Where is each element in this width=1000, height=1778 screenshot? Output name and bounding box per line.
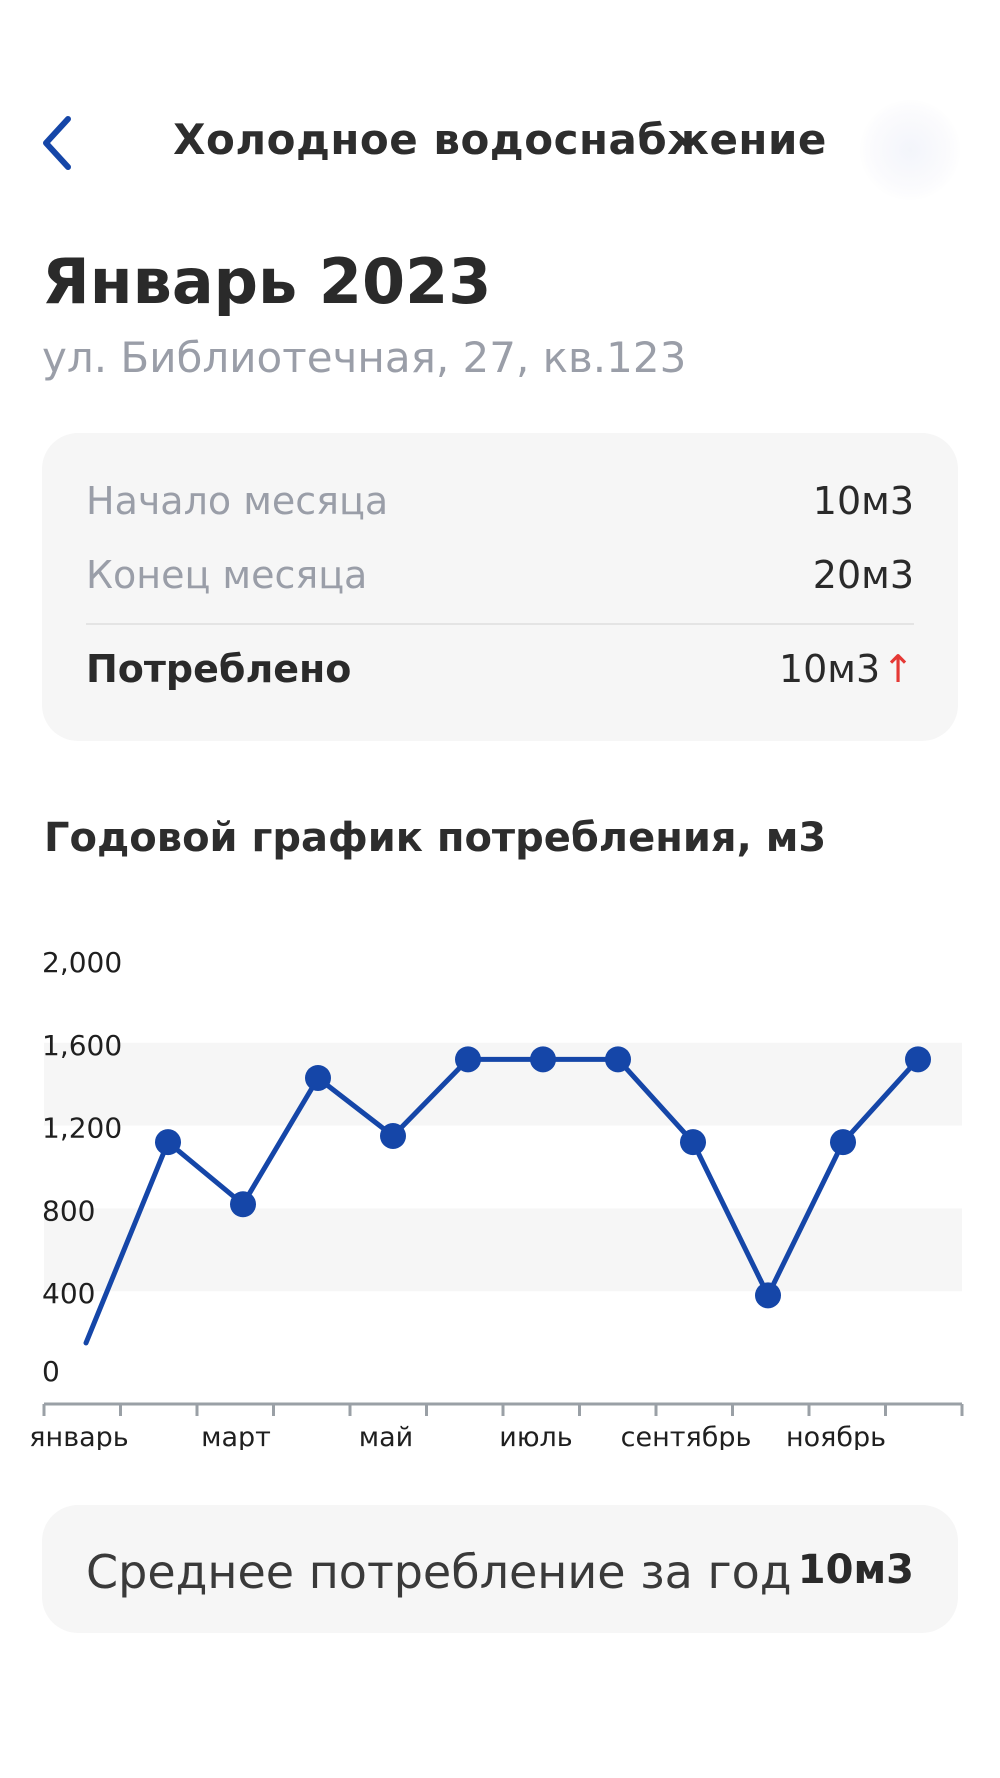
consumption-line-chart: 04008001,2001,6002,000январьфевральмарта…: [29, 946, 964, 1450]
readings-divider: [86, 623, 914, 625]
y-tick-label: 800: [42, 1194, 95, 1227]
x-tick-label: январь: [29, 1422, 128, 1450]
data-point: [455, 1046, 481, 1073]
month-end-label: Конец месяца: [86, 553, 368, 597]
x-tick-label: ноябрь: [786, 1422, 886, 1450]
average-card: Среднее потребление за год 10м3: [42, 1505, 958, 1633]
data-point: [830, 1129, 856, 1156]
data-point: [305, 1064, 331, 1091]
data-point: [380, 1122, 406, 1149]
back-button[interactable]: [36, 113, 86, 173]
average-value: 10м3: [797, 1547, 914, 1593]
x-tick-label: май: [359, 1422, 413, 1450]
consumed-label: Потреблено: [86, 647, 352, 691]
data-point: [905, 1046, 931, 1073]
chevron-left-icon: [43, 116, 71, 170]
month-end-value: 20м3: [812, 553, 914, 597]
consumed-value-wrap: 10м3↑: [779, 647, 914, 691]
month-start-value: 10м3: [812, 479, 914, 523]
x-tick-label: март: [201, 1422, 271, 1450]
y-tick-label: 2,000: [42, 946, 122, 979]
readings-card: Начало месяца 10м3 Конец месяца 20м3 Пот…: [42, 433, 958, 741]
data-point: [680, 1129, 706, 1156]
grid-band: [44, 1042, 962, 1126]
x-tick-label: сентябрь: [621, 1422, 752, 1450]
data-point: [230, 1191, 256, 1218]
y-tick-label: 400: [42, 1277, 95, 1310]
y-tick-label: 0: [42, 1355, 60, 1388]
x-tick-label: июль: [499, 1422, 572, 1450]
data-point: [605, 1046, 631, 1073]
address-text: ул. Библиотечная, 27, кв.123: [42, 333, 687, 382]
data-point: [530, 1046, 556, 1073]
consumed-value: 10м3: [778, 647, 881, 691]
y-tick-label: 1,200: [42, 1112, 122, 1145]
trend-up-icon: ↑: [882, 647, 914, 691]
page-title: Холодное водоснабжение: [173, 115, 827, 164]
chart-title: Годовой график потребления, м3: [44, 815, 827, 861]
data-point: [155, 1129, 181, 1156]
period-title: Январь 2023: [42, 245, 492, 318]
grid-band: [44, 1208, 962, 1292]
app-header: Холодное водоснабжение: [0, 95, 1000, 200]
average-label: Среднее потребление за год: [86, 1545, 792, 1599]
data-point: [755, 1282, 781, 1309]
series-line: [83, 1056, 921, 1346]
y-tick-label: 1,600: [42, 1029, 122, 1062]
month-start-label: Начало месяца: [86, 479, 389, 523]
header-action-placeholder: [860, 100, 960, 200]
